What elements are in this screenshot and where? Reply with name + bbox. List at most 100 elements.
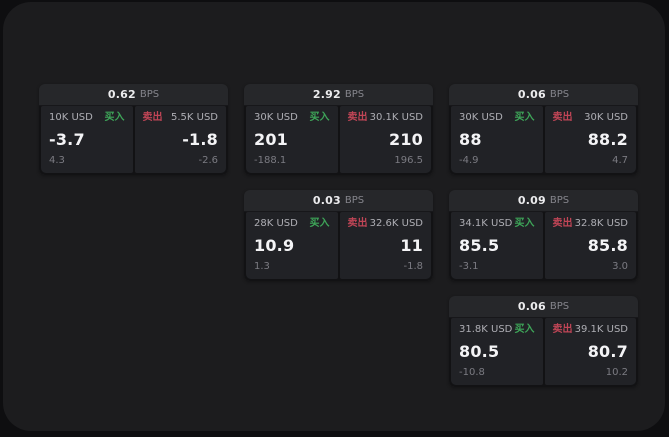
sell-cell[interactable]: 卖出 30.1K USD 210 196.5 (339, 106, 431, 173)
buy-amount-label: 30K USD (459, 112, 503, 123)
buy-label-row: 34.1K USD 买入 (459, 218, 535, 230)
quote-card-body: 10K USD 买入 -3.7 4.3 卖出 5.5K USD -1.8 -2.… (39, 105, 228, 175)
buy-cell[interactable]: 30K USD 买入 201 -188.1 (246, 106, 338, 173)
sell-delta: 3.0 (612, 261, 628, 272)
buy-label-row: 28K USD 买入 (254, 218, 330, 230)
sell-tag: 卖出 (552, 218, 573, 229)
quote-card-body: 30K USD 买入 88 -4.9 卖出 30K USD 88.2 4.7 (449, 105, 638, 175)
quote-card: 2.92 BPS 30K USD 买入 201 -188.1 卖出 30.1K … (244, 84, 433, 175)
quote-card-body: 34.1K USD 买入 85.5 -3.1 卖出 32.8K USD 85.8… (449, 211, 638, 281)
sell-price: 85.8 (587, 235, 628, 255)
buy-tag: 买入 (514, 324, 535, 335)
buy-cell[interactable]: 31.8K USD 买入 80.5 -10.8 (451, 318, 543, 385)
buy-tag: 买入 (104, 112, 125, 123)
quote-card: 0.09 BPS 34.1K USD 买入 85.5 -3.1 卖出 32.8K… (449, 190, 638, 281)
buy-amount-label: 30K USD (254, 112, 298, 123)
buy-price: -3.7 (49, 129, 85, 149)
buy-price: 88 (459, 129, 482, 149)
sell-cell[interactable]: 卖出 30K USD 88.2 4.7 (544, 106, 636, 173)
quote-card-header: 0.03 BPS (244, 190, 433, 211)
buy-price: 201 (254, 129, 288, 149)
buy-price: 10.9 (254, 235, 295, 255)
buy-tag: 买入 (514, 218, 535, 229)
buy-delta: -10.8 (459, 367, 485, 378)
buy-delta: -3.1 (459, 261, 479, 272)
sell-price: 80.7 (587, 341, 628, 361)
sell-tag: 卖出 (347, 218, 368, 229)
sell-cell[interactable]: 卖出 5.5K USD -1.8 -2.6 (134, 106, 226, 173)
buy-delta: -188.1 (254, 155, 287, 166)
bps-value: 0.06 (517, 88, 546, 101)
buy-cell[interactable]: 30K USD 买入 88 -4.9 (451, 106, 543, 173)
buy-delta: 4.3 (49, 155, 65, 166)
buy-amount-label: 34.1K USD (459, 218, 513, 229)
quote-card: 0.06 BPS 31.8K USD 买入 80.5 -10.8 卖出 39.1… (449, 296, 638, 387)
quote-card-body: 31.8K USD 买入 80.5 -10.8 卖出 39.1K USD 80.… (449, 317, 638, 387)
quote-card-header: 0.06 BPS (449, 84, 638, 105)
bps-unit-label: BPS (549, 89, 570, 100)
buy-label-row: 30K USD 买入 (254, 112, 330, 124)
sell-amount-label: 30K USD (584, 112, 628, 123)
sell-delta: -1.8 (403, 261, 423, 272)
buy-tag: 买入 (514, 112, 535, 123)
sell-price: 11 (400, 235, 423, 255)
sell-delta: 4.7 (612, 155, 628, 166)
sell-amount-label: 5.5K USD (170, 112, 218, 123)
sell-cell[interactable]: 卖出 39.1K USD 80.7 10.2 (544, 318, 636, 385)
buy-amount-label: 28K USD (254, 218, 298, 229)
quote-card-header: 0.06 BPS (449, 296, 638, 317)
bps-value: 0.03 (312, 194, 341, 207)
buy-cell[interactable]: 10K USD 买入 -3.7 4.3 (41, 106, 133, 173)
sell-label-row: 卖出 39.1K USD (553, 324, 629, 336)
sell-delta: 196.5 (394, 155, 423, 166)
bps-unit-label: BPS (139, 89, 160, 100)
quote-card: 0.03 BPS 28K USD 买入 10.9 1.3 卖出 32.6K US… (244, 190, 433, 281)
buy-amount-label: 10K USD (49, 112, 93, 123)
sell-label-row: 卖出 32.6K USD (348, 218, 424, 230)
sell-tag: 卖出 (552, 324, 573, 335)
sell-cell[interactable]: 卖出 32.6K USD 11 -1.8 (339, 212, 431, 279)
buy-label-row: 10K USD 买入 (49, 112, 125, 124)
buy-amount-label: 31.8K USD (459, 324, 513, 335)
bps-unit-label: BPS (549, 195, 570, 206)
bps-unit-label: BPS (344, 195, 365, 206)
sell-cell[interactable]: 卖出 32.8K USD 85.8 3.0 (544, 212, 636, 279)
buy-price: 85.5 (459, 235, 500, 255)
quote-card: 0.06 BPS 30K USD 买入 88 -4.9 卖出 30K USD 8… (449, 84, 638, 175)
bps-value: 0.06 (517, 300, 546, 313)
buy-label-row: 30K USD 买入 (459, 112, 535, 124)
buy-cell[interactable]: 28K USD 买入 10.9 1.3 (246, 212, 338, 279)
quote-card-header: 0.09 BPS (449, 190, 638, 211)
sell-amount-label: 39.1K USD (574, 324, 628, 335)
quote-card-body: 30K USD 买入 201 -188.1 卖出 30.1K USD 210 1… (244, 105, 433, 175)
cards-grid: 0.62 BPS 10K USD 买入 -3.7 4.3 卖出 5.5K USD… (39, 84, 638, 387)
sell-label-row: 卖出 30.1K USD (348, 112, 424, 124)
sell-price: 88.2 (587, 129, 628, 149)
buy-price: 80.5 (459, 341, 500, 361)
sell-delta: -2.6 (198, 155, 218, 166)
bps-unit-label: BPS (549, 301, 570, 312)
quote-card: 0.62 BPS 10K USD 买入 -3.7 4.3 卖出 5.5K USD… (39, 84, 228, 175)
sell-delta: 10.2 (605, 367, 628, 378)
bps-unit-label: BPS (344, 89, 365, 100)
sell-tag: 卖出 (347, 112, 368, 123)
buy-tag: 买入 (309, 218, 330, 229)
sell-amount-label: 30.1K USD (369, 112, 423, 123)
buy-delta: -4.9 (459, 155, 479, 166)
buy-delta: 1.3 (254, 261, 270, 272)
sell-tag: 卖出 (552, 112, 573, 123)
main-panel: 0.62 BPS 10K USD 买入 -3.7 4.3 卖出 5.5K USD… (3, 2, 665, 431)
bps-value: 0.62 (107, 88, 136, 101)
quote-card-body: 28K USD 买入 10.9 1.3 卖出 32.6K USD 11 -1.8 (244, 211, 433, 281)
sell-label-row: 卖出 5.5K USD (143, 112, 219, 124)
buy-label-row: 31.8K USD 买入 (459, 324, 535, 336)
buy-cell[interactable]: 34.1K USD 买入 85.5 -3.1 (451, 212, 543, 279)
sell-tag: 卖出 (142, 112, 163, 123)
sell-label-row: 卖出 32.8K USD (553, 218, 629, 230)
sell-price: 210 (389, 129, 423, 149)
bps-value: 2.92 (312, 88, 341, 101)
quote-card-header: 2.92 BPS (244, 84, 433, 105)
sell-amount-label: 32.8K USD (574, 218, 628, 229)
sell-label-row: 卖出 30K USD (553, 112, 629, 124)
